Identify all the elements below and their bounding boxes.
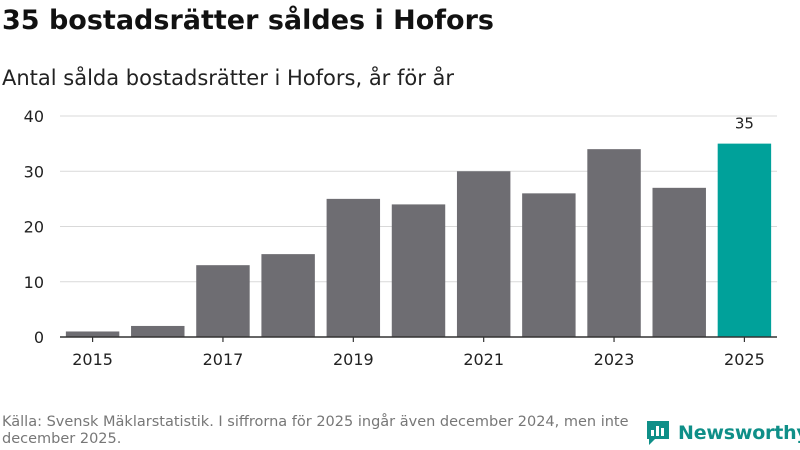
y-tick-label: 40 — [24, 107, 44, 126]
y-tick-label: 30 — [24, 162, 44, 181]
y-tick-label: 20 — [24, 218, 44, 237]
chart-title: 35 bostadsrätter såldes i Hofors — [2, 5, 494, 36]
x-tick-label: 2019 — [333, 350, 374, 369]
bar — [717, 143, 772, 337]
bar — [456, 171, 511, 337]
bar-chart: 0 10 20 30 40 2015 2017 2019 2021 2023 2025 35 — [24, 107, 777, 369]
bar — [326, 198, 381, 337]
data-label: 35 — [735, 115, 754, 133]
bar — [196, 265, 250, 337]
bar — [131, 325, 185, 337]
brand-logo: Newsworthy — [645, 418, 800, 448]
source-note: Källa: Svensk Mäklarstatistik. I siffror… — [2, 414, 629, 447]
bar — [652, 187, 706, 337]
x-tick-label: 2021 — [463, 350, 504, 369]
newsworthy-logo-icon — [647, 421, 669, 445]
bar — [587, 149, 641, 337]
y-tick-label: 0 — [34, 328, 44, 347]
x-tick-label: 2023 — [594, 350, 635, 369]
x-tick-label: 2017 — [203, 350, 244, 369]
bar — [65, 331, 120, 337]
chart-subtitle: Antal sålda bostadsrätter i Hofors, år f… — [2, 66, 455, 90]
y-tick-label: 10 — [24, 273, 44, 292]
bar — [261, 254, 315, 337]
bar — [522, 193, 576, 337]
bar — [391, 204, 446, 337]
x-tick-label: 2025 — [724, 350, 765, 369]
x-tick-label: 2015 — [72, 350, 113, 369]
brand-name: Newsworthy — [678, 422, 800, 444]
